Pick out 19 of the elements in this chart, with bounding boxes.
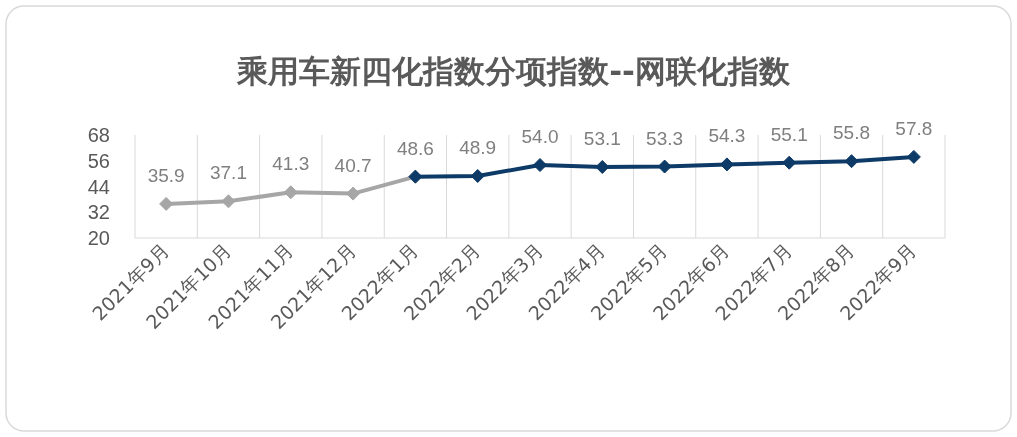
data-label: 40.7 — [334, 154, 372, 176]
data-label: 35.9 — [147, 164, 185, 186]
data-label: 41.3 — [272, 153, 310, 175]
y-tick-label: 20 — [87, 227, 110, 249]
data-label: 54.3 — [708, 125, 746, 147]
data-label: 57.8 — [895, 117, 933, 139]
data-label: 54.0 — [521, 126, 559, 148]
chart-title: 乘用车新四化指数分项指数--网联化指数 — [236, 53, 791, 89]
y-tick-label: 32 — [87, 201, 110, 224]
data-label: 48.6 — [396, 137, 434, 159]
data-label: 48.9 — [459, 136, 497, 158]
data-label: 55.8 — [833, 122, 871, 144]
data-label: 53.1 — [583, 127, 621, 149]
y-tick-label: 56 — [87, 149, 110, 172]
data-label: 53.3 — [646, 127, 684, 149]
data-label: 55.1 — [770, 123, 808, 145]
y-tick-label: 44 — [87, 175, 110, 198]
data-label: 37.1 — [209, 162, 247, 184]
y-tick-label: 68 — [87, 124, 110, 146]
